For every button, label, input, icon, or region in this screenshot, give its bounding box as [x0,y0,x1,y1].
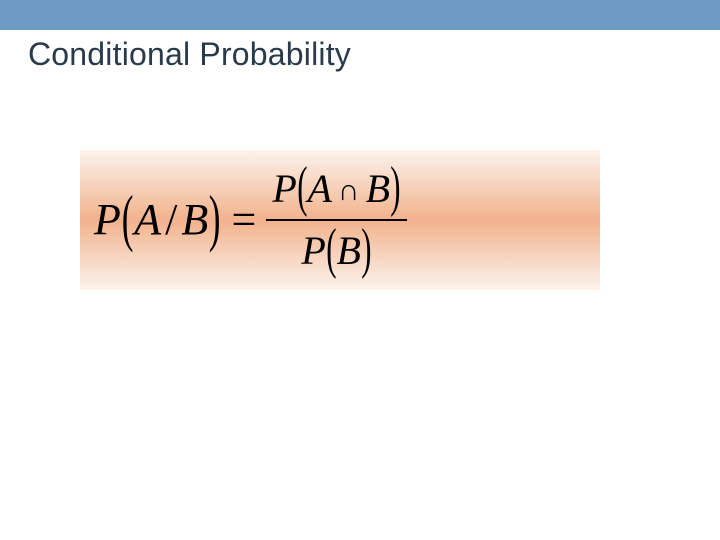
slide-title: Conditional Probability [28,36,351,73]
lhs-B: B [181,198,208,242]
rparen-icon: ) [209,186,221,250]
slide: Conditional Probability P ( A / B ) = P … [0,0,720,540]
lhs-P: P [94,198,121,242]
num-P: P [272,169,296,209]
intersection-icon: ∩ [338,176,360,206]
rparen-icon: ) [361,221,371,277]
rparen-icon: ) [390,159,400,215]
equals-sign: = [232,198,257,242]
accent-bar [0,0,720,30]
den-P: P [301,231,325,271]
num-A: A [307,169,331,209]
num-B: B [366,169,390,209]
conditional-probability-formula: P ( A / B ) = P ( A ∩ B ) P ( B [94,159,407,281]
den-B: B [337,231,361,271]
lhs-A: A [134,198,161,242]
numerator: P ( A ∩ B ) [266,159,406,219]
divider-slash: / [165,198,177,242]
denominator: P ( B ) [295,221,377,281]
fraction: P ( A ∩ B ) P ( B ) [266,159,406,281]
lparen-icon: ( [122,186,134,250]
lparen-icon: ( [297,159,307,215]
lparen-icon: ( [326,221,336,277]
formula-container: P ( A / B ) = P ( A ∩ B ) P ( B [80,150,600,290]
